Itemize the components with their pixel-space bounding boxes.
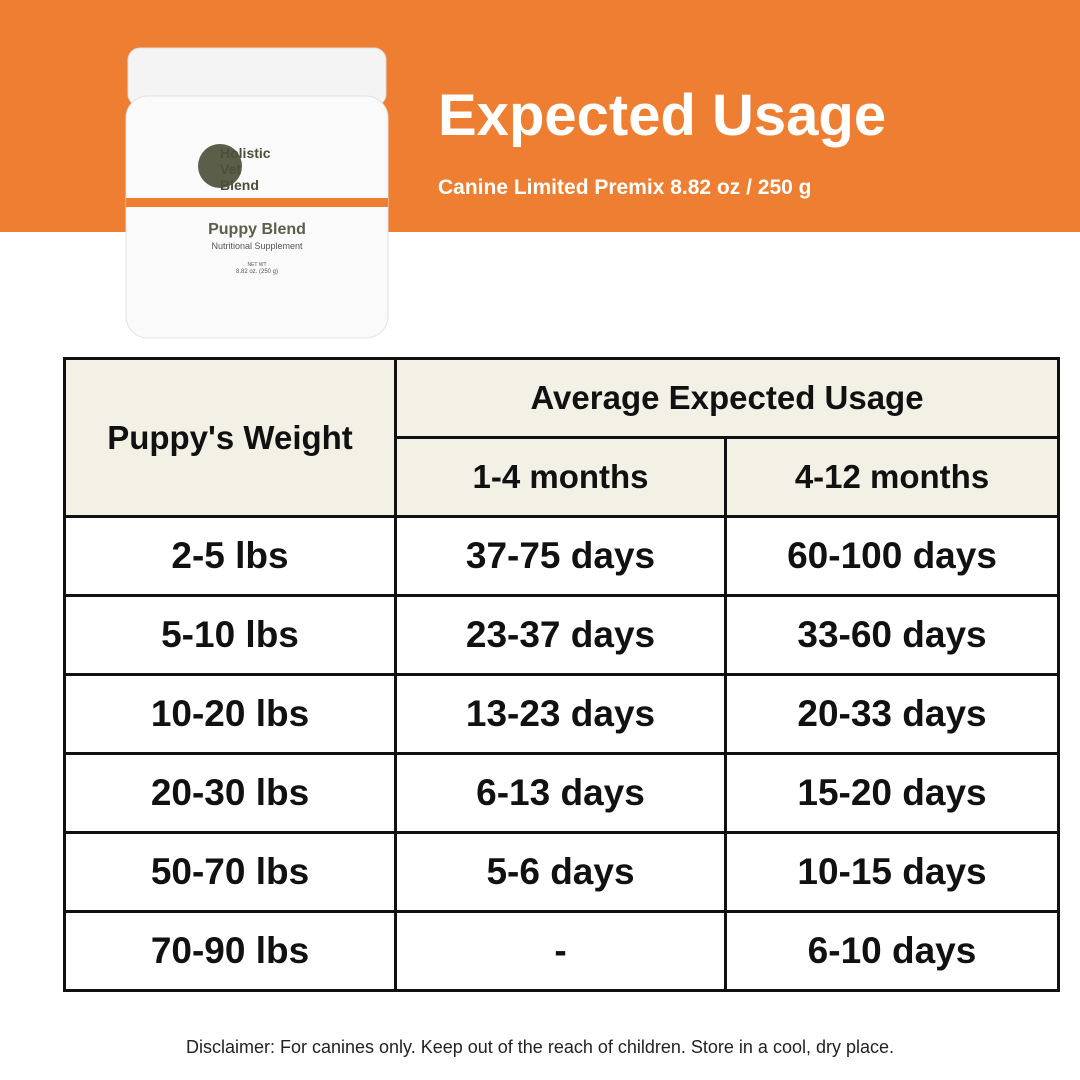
disclaimer: Disclaimer: For canines only. Keep out o… (185, 1037, 895, 1057)
table-row: 70-90 lbs -6-10 days (63, 910, 1061, 992)
table-body: 2-5 lbs 37-75 days 60-100 days 5-10 lbs 23-3… (63, 515, 1061, 992)
usage-cell: 10-15 days (723, 831, 1061, 913)
table-row: 2-5 lbs 37-75 days 60-100 days (63, 515, 1061, 597)
product-name: Puppy Blend (208, 221, 306, 238)
usage-cell: 6-13 days (394, 752, 727, 834)
net-wt-label: NET WT (247, 262, 266, 268)
table-row: 10-20 lbs 13-23 days 20-33 days (63, 673, 1061, 755)
jar-stripe (126, 198, 388, 207)
usage-cell: 60-100 days (723, 515, 1061, 597)
usage-cell: 13-23 days (394, 673, 727, 755)
brand-line: Vet (220, 161, 241, 177)
subtitle: Canine Limited Premix 8.82 oz / 250 g (438, 176, 812, 199)
usage-header: Average Expected Usage (393, 357, 1061, 439)
product-description: Nutritional Supplement (211, 241, 303, 251)
weight-cell: 50-70 lbs (63, 831, 397, 913)
weight-cell: 2-5 lbs (63, 515, 397, 597)
weight-header: Puppy's Weight (63, 357, 397, 518)
weight-cell: 20-30 lbs (63, 752, 397, 834)
table-row: 50-70 lbs 5-6 days 10-15 days (63, 831, 1061, 913)
product-jar: Holistic Vet Blend Puppy Blend Nutrition… (125, 47, 389, 339)
table-row: 20-30 lbs 6-13 days 15-20 days (63, 752, 1061, 834)
weight-cell: 70-90 lbs (63, 910, 397, 992)
net-wt: 8.82 oz. (250 g) (236, 269, 278, 275)
usage-cell: 33-60 days (723, 594, 1061, 676)
weight-cell: 5-10 lbs (63, 594, 397, 676)
usage-cell: 15-20 days (723, 752, 1061, 834)
usage-cell: 20-33 days (723, 673, 1061, 755)
weight-cell: 10-20 lbs (63, 673, 397, 755)
usage-table: Puppy's Weight Average Expected Usage 1-… (63, 357, 1061, 992)
title: Expected Usage (438, 83, 887, 148)
jar-body (125, 95, 389, 339)
usage-cell: 23-37 days (394, 594, 727, 676)
logo-icon (198, 144, 242, 188)
brand-line: Holistic (220, 145, 271, 161)
usage-cell: 6-10 days (723, 910, 1061, 992)
usage-cell: 5-6 days (394, 831, 727, 913)
usage-cell: 37-75 days (394, 515, 727, 597)
age-header: 4-12 months (723, 436, 1061, 518)
age-header: 1-4 months (394, 436, 727, 518)
table-row: 5-10 lbs 23-37 days 33-60 days (63, 594, 1061, 676)
brand-line: Blend (220, 177, 259, 193)
usage-cell: - (394, 910, 727, 992)
